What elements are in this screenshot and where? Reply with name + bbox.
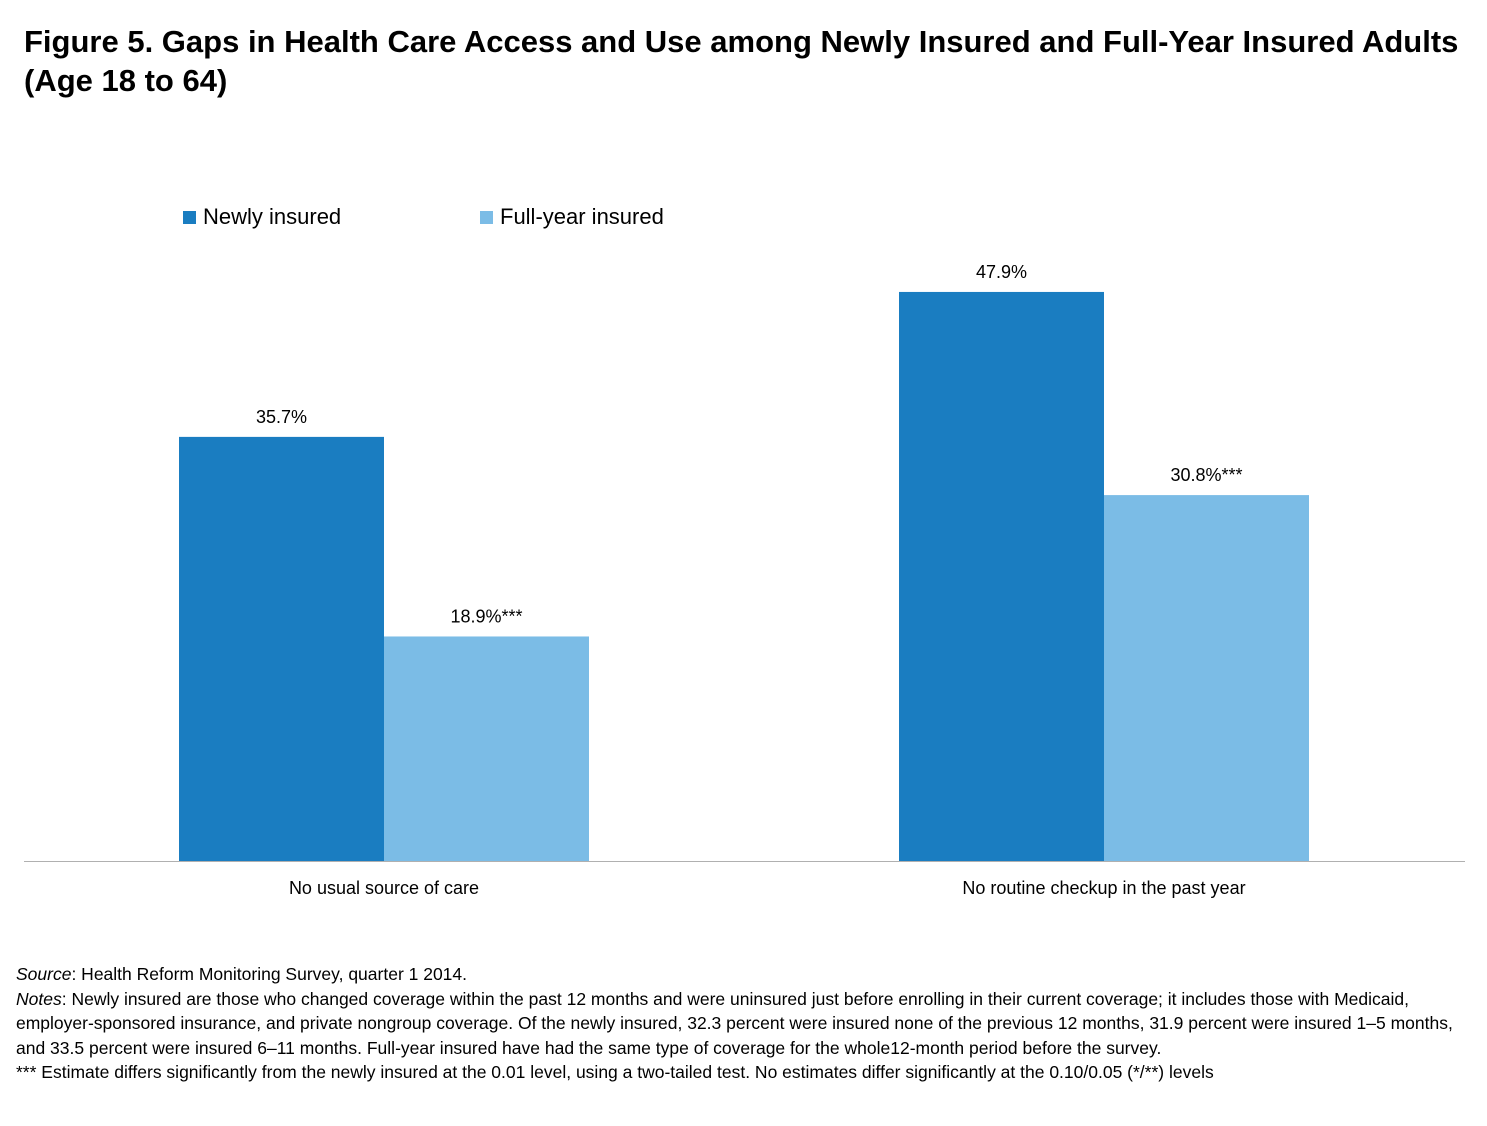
bar-newly-insured-0 — [179, 436, 384, 861]
source-label: Source — [16, 964, 72, 984]
source-note: Source: Health Reform Monitoring Survey,… — [16, 962, 1476, 987]
notes: Notes: Newly insured are those who chang… — [16, 987, 1476, 1061]
legend-item-newly-insured: Newly insured — [183, 204, 341, 230]
data-label-full-year-insured-0: 18.9%*** — [450, 606, 522, 626]
bar-full-year-insured-0 — [384, 636, 589, 861]
legend-swatch-newly-insured — [183, 210, 196, 224]
footnotes: Source: Health Reform Monitoring Survey,… — [16, 962, 1476, 1085]
category-label-0: No usual source of care — [289, 878, 479, 898]
data-label-newly-insured-1: 47.9% — [976, 262, 1027, 282]
significance-note: *** Estimate differs significantly from … — [16, 1062, 1214, 1082]
bar-newly-insured-1 — [899, 291, 1104, 861]
source-text: : Health Reform Monitoring Survey, quart… — [71, 964, 468, 984]
bar-full-year-insured-1 — [1104, 495, 1309, 861]
data-label-full-year-insured-1: 30.8%*** — [1170, 465, 1242, 485]
legend-label-full-year-insured: Full-year insured — [500, 204, 664, 229]
bar-chart: 35.7% 47.9% 18.9%*** 30.8%*** No usual sourc… — [24, 262, 1465, 898]
notes-label: Notes — [16, 988, 62, 1009]
legend-item-full-year-insured: Full-year insured — [480, 204, 664, 230]
legend-label-newly-insured: Newly insured — [203, 204, 342, 229]
category-label-1: No routine checkup in the past year — [962, 878, 1245, 898]
data-label-newly-insured-0: 35.7% — [256, 407, 307, 427]
chart-title: Figure 5. Gaps in Health Care Access and… — [24, 24, 1459, 98]
notes-text: : Newly insured are those who changed co… — [16, 988, 1453, 1058]
legend-swatch-full-year-insured — [480, 210, 493, 224]
